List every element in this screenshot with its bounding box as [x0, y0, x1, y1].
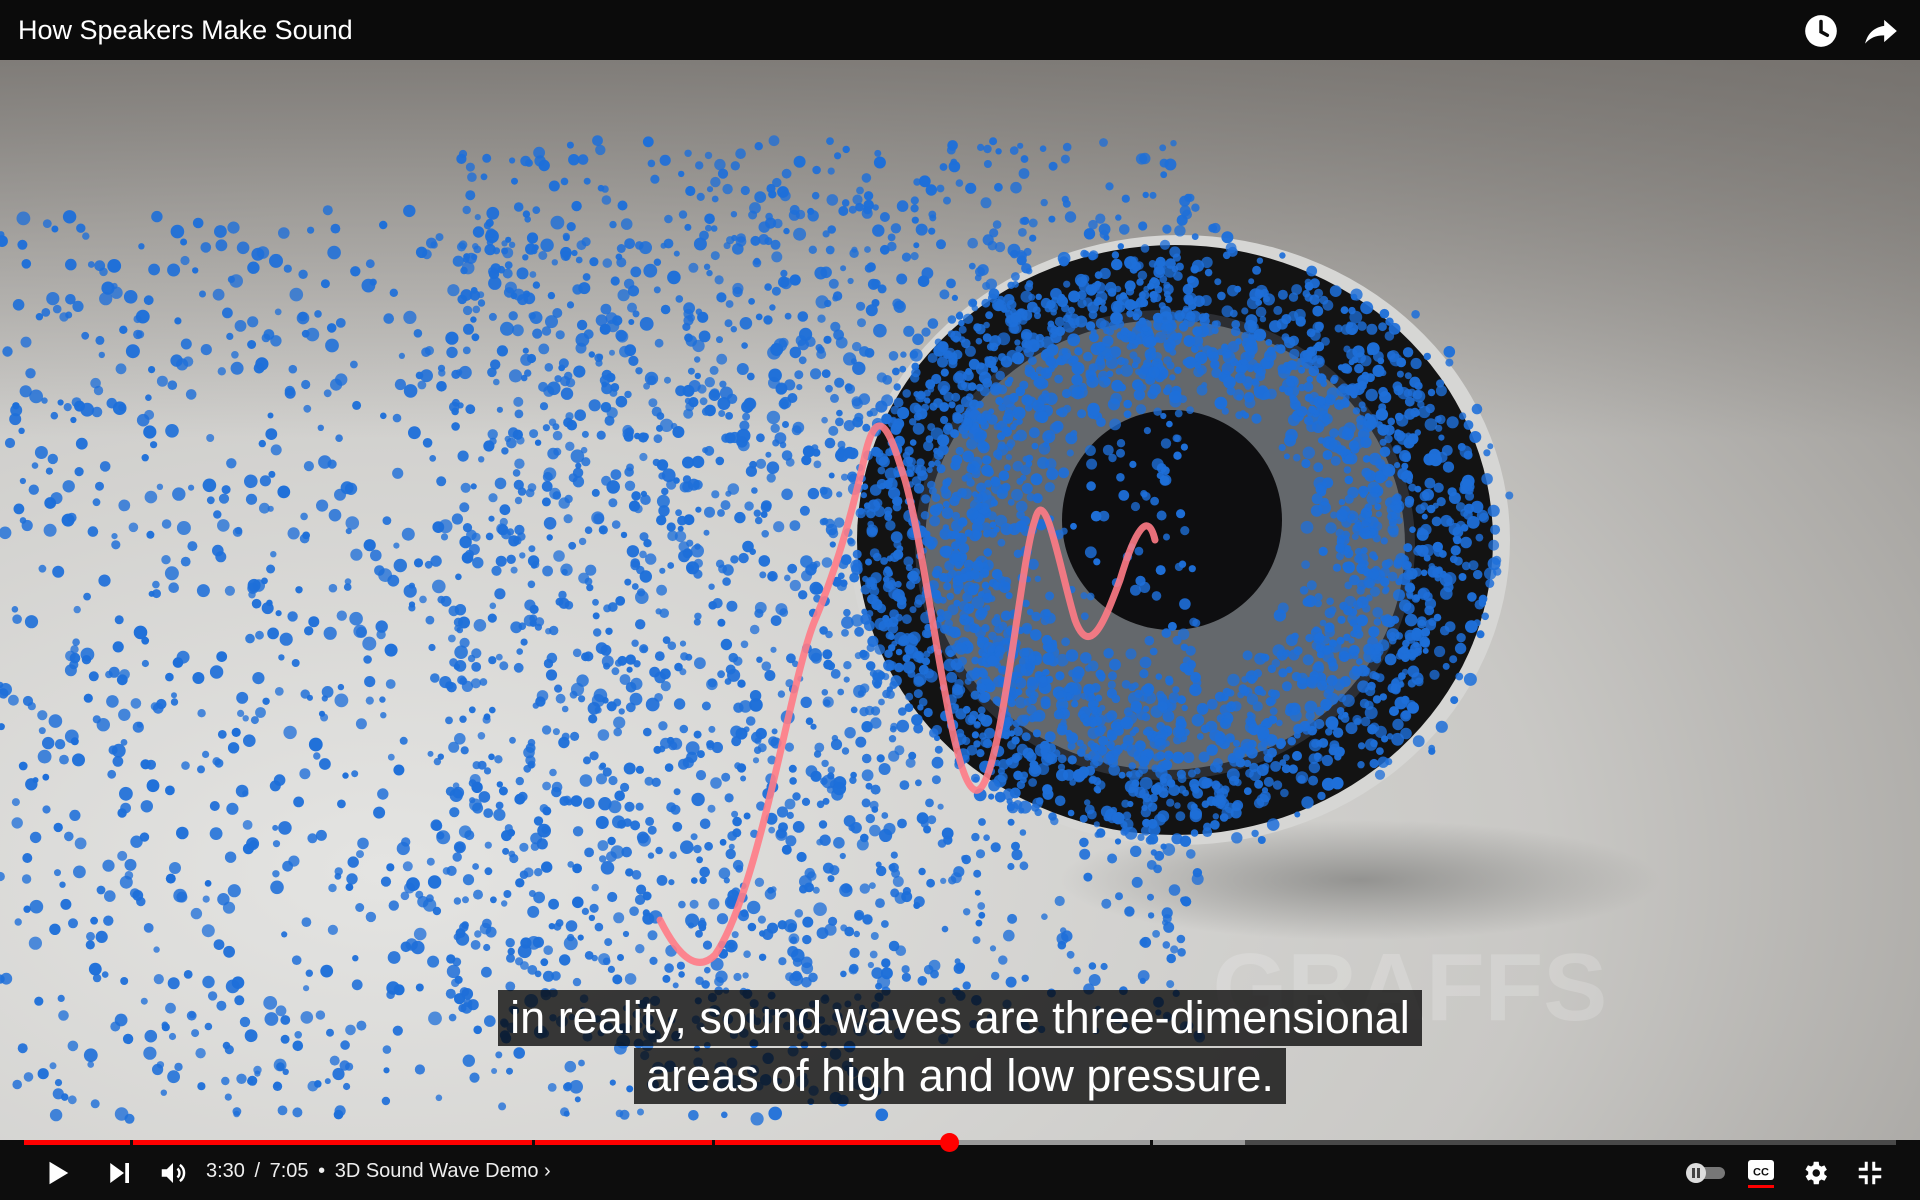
chapter-divider: [130, 1140, 133, 1145]
chapter-divider: [1150, 1140, 1153, 1145]
caption-line-2: areas of high and low pressure.: [634, 1048, 1286, 1104]
progress-played: [24, 1140, 949, 1145]
progress-scrubber[interactable]: [939, 1133, 959, 1152]
volume-icon: [161, 1163, 186, 1183]
watch-later-icon[interactable]: [1802, 12, 1840, 50]
exit-fullscreen-button[interactable]: [1855, 1158, 1885, 1188]
chapter-separator: •: [318, 1160, 326, 1182]
video-frame[interactable]: GRAFFS: [0, 60, 1920, 1140]
closed-captions-icon: CC: [1748, 1160, 1774, 1188]
captions-button[interactable]: CC: [1746, 1156, 1776, 1190]
mute-button[interactable]: [158, 1158, 188, 1188]
player-control-bar: 3:30 / 7:05 • 3D Sound Wave Demo › CC: [0, 1133, 1920, 1200]
progress-bar[interactable]: [24, 1133, 1896, 1152]
chapter-title[interactable]: 3D Sound Wave Demo ›: [334, 1160, 551, 1182]
chapter-divider: [712, 1140, 715, 1145]
autoplay-toggle[interactable]: [1683, 1162, 1727, 1184]
current-time: 3:30: [206, 1160, 245, 1182]
caption-line-1: in reality, sound waves are three-dimens…: [498, 990, 1422, 1046]
play-button[interactable]: [42, 1158, 72, 1188]
player-top-bar: How Speakers Make Sound: [0, 0, 1920, 60]
skip-next-icon: [110, 1163, 129, 1183]
captions-box: in reality, sound waves are three-dimens…: [0, 990, 1920, 1106]
exit-fullscreen-icon: [1858, 1161, 1882, 1185]
next-button[interactable]: [104, 1158, 134, 1188]
video-title[interactable]: How Speakers Make Sound: [18, 15, 353, 45]
settings-button[interactable]: [1800, 1158, 1830, 1188]
sine-wave: [656, 422, 1159, 966]
autoplay-toggle-icon: [1686, 1163, 1725, 1183]
play-icon: [49, 1161, 69, 1185]
share-icon[interactable]: [1862, 12, 1900, 50]
gear-icon: [1805, 1161, 1827, 1185]
duration: 7:05: [269, 1160, 309, 1182]
chapter-divider: [532, 1140, 535, 1145]
time-display: 3:30 / 7:05 • 3D Sound Wave Demo ›: [206, 1160, 551, 1182]
